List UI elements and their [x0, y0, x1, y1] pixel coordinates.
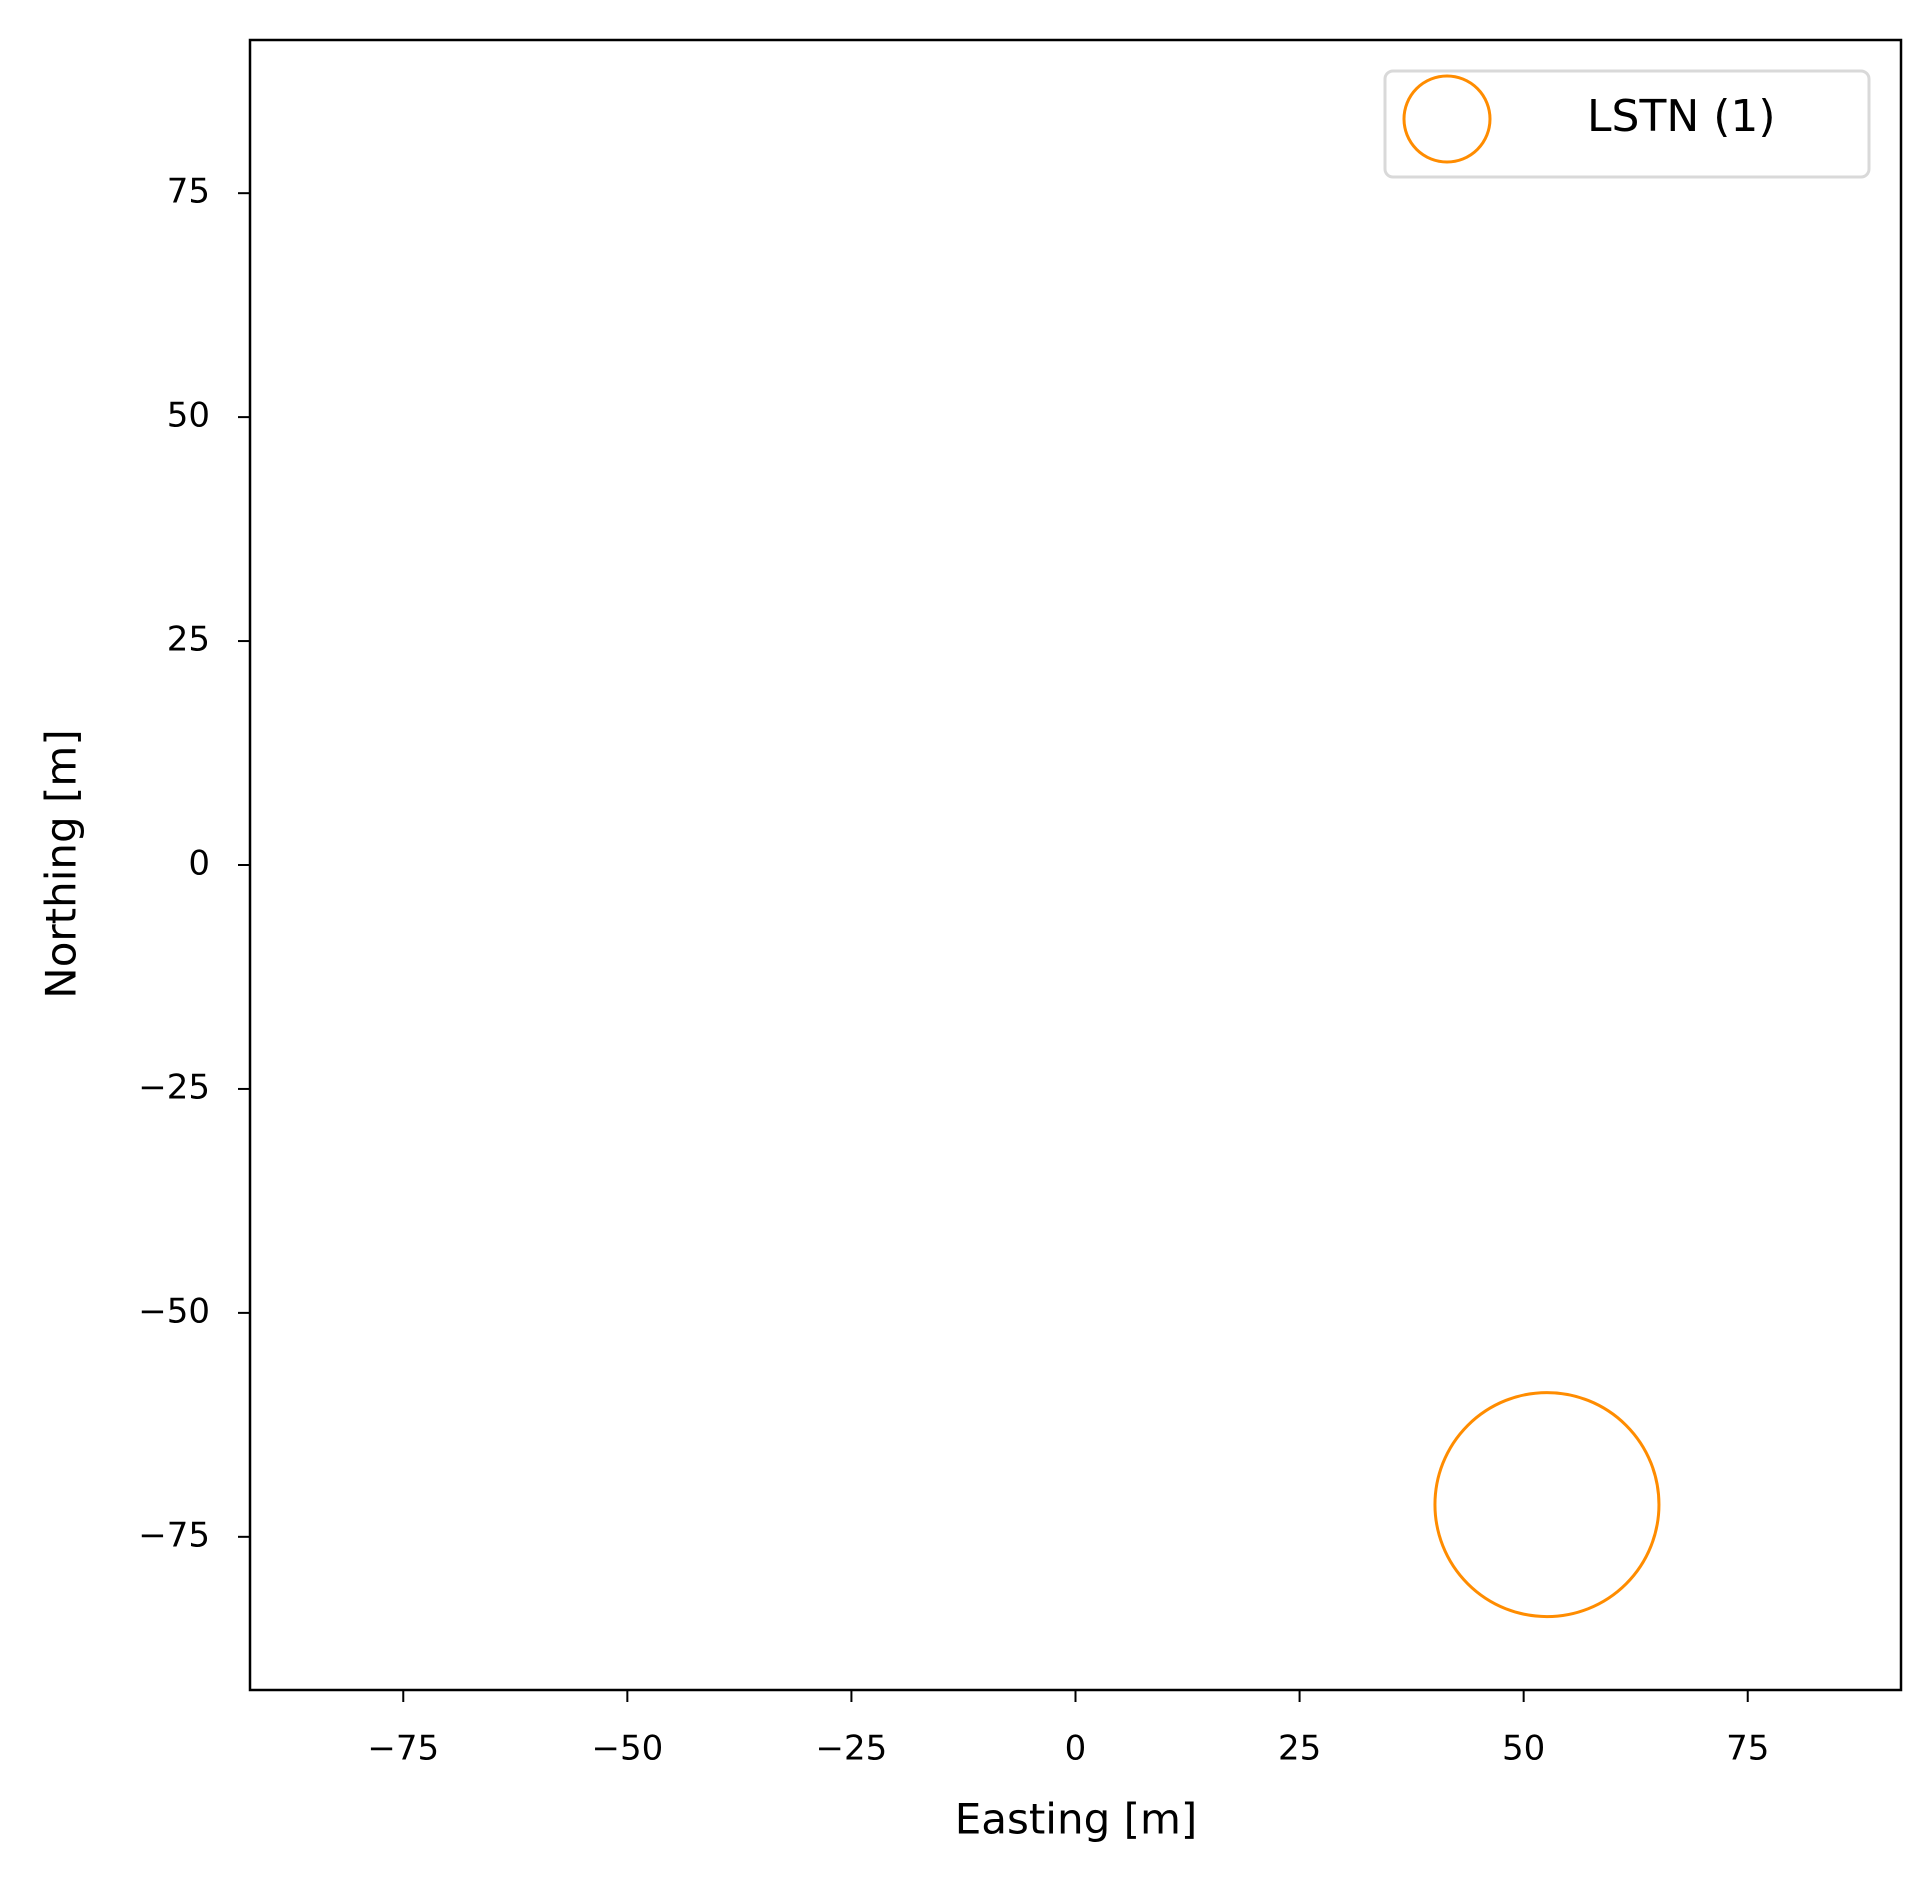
y-tick-label: 75 [167, 172, 210, 212]
x-tick-label: 25 [1278, 1729, 1321, 1769]
y-tick-label: −75 [138, 1515, 210, 1555]
y-axis-label: Northing [m] [37, 729, 86, 998]
x-tick-label: 0 [1065, 1729, 1087, 1769]
marker [1433, 1391, 1661, 1619]
y-tick-label: 50 [167, 396, 210, 436]
y-tick-label: 0 [188, 844, 210, 884]
x-tick-label: 50 [1502, 1729, 1545, 1769]
legend-label: LSTN (1) [1587, 91, 1776, 142]
legend-box [1383, 69, 1871, 179]
legend-marker [1402, 74, 1492, 164]
x-tick-label: 75 [1726, 1729, 1769, 1769]
x-axis-label: Easting [m] [955, 1795, 1198, 1844]
y-tick-label: 25 [167, 620, 210, 660]
x-tick-label: −25 [816, 1729, 888, 1769]
x-tick-label: −50 [591, 1729, 663, 1769]
axes-frame [248, 38, 1903, 1692]
x-tick-label: −75 [367, 1729, 439, 1769]
y-tick-label: −25 [138, 1067, 210, 1107]
y-tick-label: −50 [138, 1291, 210, 1331]
